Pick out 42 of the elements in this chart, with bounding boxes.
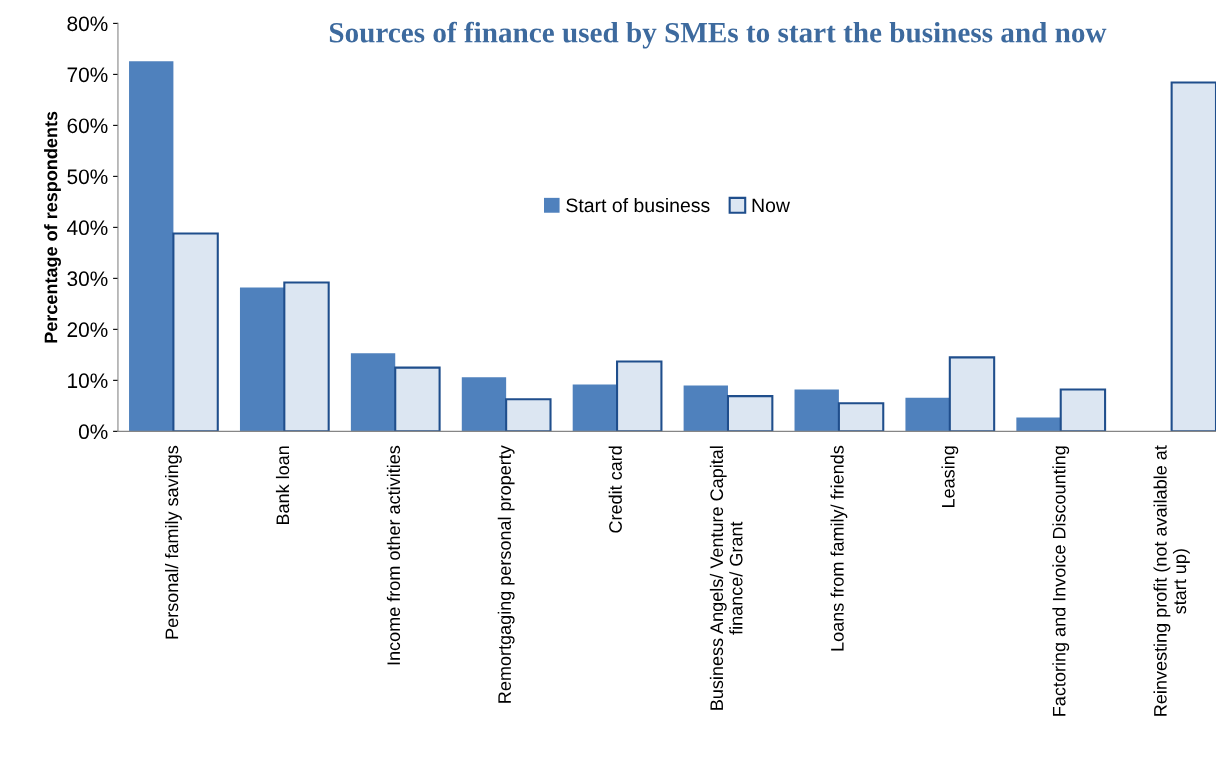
bar [350, 353, 396, 432]
x-tick-label: Loans from family/ friends [830, 445, 848, 651]
x-tick-label: Reinvesting profit (not available at start up) [1153, 445, 1190, 716]
legend-label: Now [752, 198, 790, 213]
x-tick-label: Factoring and Invoice Discounting [1052, 446, 1070, 716]
bar [572, 384, 618, 432]
x-tick-label: Business Angels/ Venture Capital finance/ Grant [709, 446, 743, 710]
y-tick-label: 20% [67, 322, 108, 338]
bar [283, 281, 330, 432]
y-tick-label: 60% [67, 118, 108, 134]
bar [726, 395, 774, 432]
bar [683, 385, 728, 432]
x-tick-label: Bank loan [275, 446, 290, 525]
y-tick-label: 30% [67, 271, 108, 287]
bar [394, 366, 441, 432]
y-tick-label: 70% [67, 67, 108, 83]
x-tick-label: Personal/ family savings [164, 445, 182, 639]
chart-title: Sources of finance used by SMEs to start the business and now [329, 21, 1107, 49]
bar [905, 397, 950, 432]
bar [461, 377, 507, 432]
y-tick-label: 40% [67, 220, 108, 236]
bar [129, 61, 174, 432]
x-tick-label: Leasing [941, 446, 959, 507]
y-tick-label: 50% [67, 169, 108, 185]
bar [794, 389, 839, 432]
bar [172, 232, 219, 432]
x-tick-label: Credit card [608, 446, 622, 533]
bar [1059, 388, 1107, 432]
legend-label: Start of business [566, 197, 710, 213]
y-tick-label: 10% [68, 373, 108, 389]
y-tick-label: 0% [78, 424, 108, 440]
bar [1170, 81, 1216, 432]
bar [1016, 417, 1061, 432]
x-tick-label: Income from other activities [386, 445, 401, 665]
y-tick-label: 80% [67, 16, 108, 32]
bar [837, 402, 885, 432]
bar [239, 287, 285, 432]
x-tick-label: Remortgaging personal property [497, 445, 515, 703]
bar [948, 356, 996, 432]
bar [505, 398, 552, 432]
bar [616, 360, 663, 432]
y-axis-title: Percentage of respondents [44, 111, 61, 343]
